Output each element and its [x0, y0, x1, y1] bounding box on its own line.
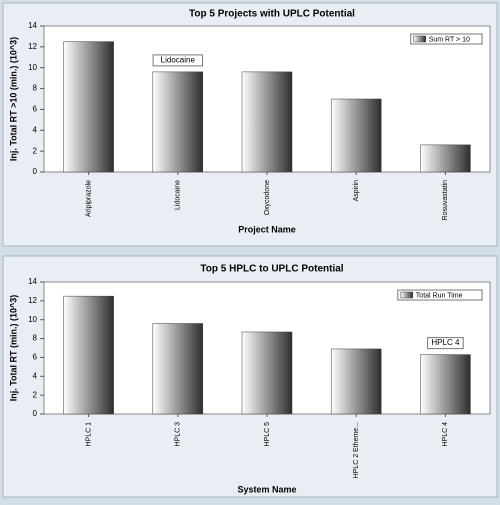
- legend-box: [410, 33, 483, 45]
- y-tick-label: 0: [33, 167, 38, 176]
- bar: [420, 354, 471, 415]
- legend-box: [397, 289, 483, 301]
- annotation-box: [152, 54, 204, 67]
- bar: [420, 144, 471, 173]
- y-tick-label: 2: [33, 146, 38, 155]
- annotation: Lidocaine: [161, 55, 196, 64]
- chart-title: Top 5 Projects with UPLC Potential: [189, 9, 355, 20]
- bar: [330, 98, 382, 173]
- y-tick-label: 4: [33, 125, 38, 134]
- y-tick-label: 6: [33, 105, 38, 114]
- y-tick-label: 12: [28, 42, 37, 51]
- x-axis-title: Project Name: [238, 224, 296, 234]
- y-tick-label: 14: [28, 21, 37, 30]
- x-tick-label: HPLC 1: [85, 422, 92, 447]
- annotation: HPLC 4: [431, 338, 460, 347]
- y-tick-label: 10: [28, 63, 37, 72]
- y-tick-label: 10: [28, 315, 37, 324]
- bar: [330, 348, 382, 415]
- bar: [63, 295, 114, 415]
- bar: [241, 71, 293, 173]
- y-tick-label: 0: [33, 409, 38, 418]
- y-tick-label: 6: [33, 353, 38, 362]
- x-axis-title: System Name: [237, 484, 296, 494]
- x-tick-label: Lidocaine: [175, 180, 182, 210]
- bar: [63, 41, 114, 173]
- y-axis-title: Inj. Total RT (min.) (10^3): [8, 295, 18, 402]
- x-tick-label: Rosuvastatin: [442, 180, 449, 221]
- y-tick-label: 4: [33, 371, 38, 380]
- x-tick-label: Aspirin: [353, 180, 360, 202]
- y-axis-title: Inj. Total RT >10 (min.) (10^3): [8, 37, 18, 161]
- y-tick-label: 12: [28, 296, 37, 305]
- x-tick-label: HPLC 3: [175, 422, 182, 447]
- y-tick-label: 8: [33, 334, 38, 343]
- y-tick-label: 14: [28, 277, 37, 286]
- x-tick-label: Aripiprazole: [85, 180, 92, 217]
- legend-label: Sum RT > 10: [429, 36, 470, 43]
- x-tick-label: HPLC 2 Etheme...: [353, 422, 360, 478]
- bar: [241, 331, 293, 415]
- legend-swatch: [400, 291, 414, 299]
- x-tick-label: HPLC 5: [264, 422, 271, 447]
- y-tick-label: 2: [33, 390, 38, 399]
- annotation-box: [427, 337, 464, 350]
- x-tick-label: Oxycodone: [264, 180, 271, 216]
- x-tick-label: HPLC 4: [442, 422, 449, 447]
- legend-label: Total Run Time: [416, 292, 463, 299]
- legend-swatch: [413, 35, 426, 43]
- y-tick-label: 8: [33, 84, 38, 93]
- chart-title: Top 5 HPLC to UPLC Potential: [200, 264, 343, 275]
- bar: [152, 71, 204, 173]
- bar: [152, 323, 204, 415]
